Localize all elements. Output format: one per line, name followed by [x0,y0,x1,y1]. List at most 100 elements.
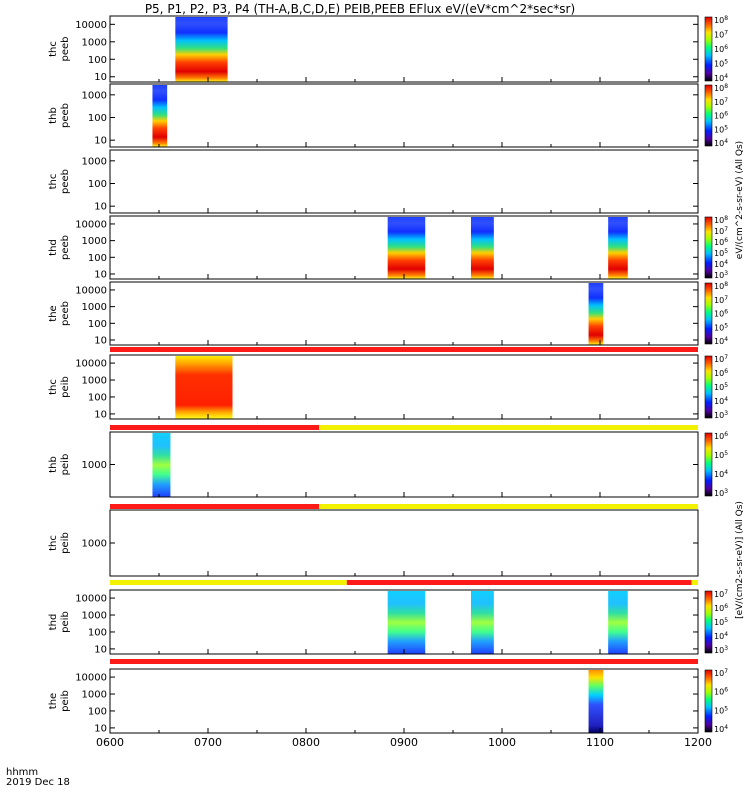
quality-flag-bar-2-1 [319,504,698,509]
colorbar-label-the-peeb: 106 [714,309,728,319]
ytick-label-thc-peeb: 10 [94,72,107,83]
colorbar-exponent: 5 [724,322,728,329]
ytick-label-thc-peib: 1000 [82,376,107,387]
colorbar-exponent: 3 [724,488,728,495]
spectrogram-block-the-peib-0 [588,670,604,733]
colorbar-exponent: 6 [724,111,728,118]
ytick-label-thb-peeb: 100 [88,113,107,124]
colorbar-thb-peeb [704,84,713,147]
colorbar-label-the-peib: 106 [714,687,728,697]
colorbar-label-the-peeb: 104 [714,336,728,346]
ytick-label-thc-peeb-2: 10 [94,202,107,213]
colorbar-label-thd-peib: 106 [714,603,728,613]
colorbar-label-the-peeb: 108 [714,281,728,291]
colorbar-label-thb-peib: 106 [714,431,728,441]
panel-label-probe: the [48,693,59,709]
colorbar-label-the-peib: 104 [714,724,728,734]
panel-label-product: peeb [60,37,71,62]
colorbar-label-thb-peeb: 108 [714,83,728,93]
spectrogram-block-thb-peib-0 [152,433,171,497]
colorbar-title-electron: eV/(cm^2-s-sr-eV) (All Qs) [735,141,745,259]
ytick-label-thd-peeb: 10 [94,269,107,280]
colorbar-label-thd-peeb: 104 [714,259,728,269]
ytick-label-thd-peib: 100 [88,627,107,638]
ytick-label-thc-peeb: 10000 [75,20,107,31]
colorbar-label-thc-peeb: 106 [714,44,728,54]
panel-label-thc-peeb-2: thc peeb [48,169,71,194]
colorbar-exponent: 5 [724,382,728,389]
panel-frame-thc-peib-2 [109,509,699,577]
xtick-label: 1100 [586,736,614,749]
colorbar-label-thd-peeb: 108 [714,215,728,225]
spectrogram-block-thd-peeb-0 [387,217,426,279]
panel-label-thc-peib-2: thc peib [48,532,71,554]
colorbar-exponent: 3 [724,410,728,417]
ytick-label-thd-peib: 1000 [82,611,107,622]
panel-label-product: peeb [60,235,71,260]
colorbar-exponent: 4 [724,73,728,80]
time-unit-label: hhmm [6,767,39,778]
spectrogram-block-thb-peeb-0 [152,85,168,147]
colorbar-label-thc-peib: 105 [714,382,728,392]
ytick-label-thc-peib: 100 [88,392,107,403]
quality-flag-bar-3-2 [691,580,698,585]
ytick-label-thc-peib: 10000 [75,359,107,370]
ytick-label-thb-peeb: 1000 [82,90,107,101]
colorbar-exponent: 8 [724,281,728,288]
ytick-label-thb-peib: 1000 [82,460,107,471]
panel-label-thd-peib: thd peib [48,611,71,633]
colorbar-exponent: 4 [724,469,728,476]
panel-label-thc-peib: thc peib [48,376,71,398]
ytick-label-the-peib: 10000 [75,673,107,684]
colorbar-exponent: 8 [724,83,728,90]
ytick-label-thc-peeb-2: 100 [88,179,107,190]
colorbar-label-thd-peeb: 106 [714,237,728,247]
panel-label-product: peib [60,611,71,633]
ytick-label-thc-peib: 10 [94,409,107,420]
colorbar-exponent: 6 [724,44,728,51]
colorbar-exponent: 6 [724,431,728,438]
colorbar-exponent: 7 [724,226,728,233]
colorbar-label-thb-peeb: 106 [714,111,728,121]
quality-flag-bar-3-1 [346,580,692,585]
quality-flag-bar-3-0 [110,580,347,585]
spectrogram-block-thd-peeb-2 [608,217,628,279]
colorbar-exponent: 7 [724,354,728,361]
panel-label-the-peeb: the peeb [48,301,71,326]
colorbar-exponent: 5 [724,59,728,66]
panel-label-probe: thd [48,239,59,256]
ytick-label-the-peeb: 100 [88,319,107,330]
ytick-label-the-peib: 100 [88,706,107,717]
panel-label-probe: thd [48,614,59,631]
colorbar-label-thb-peib: 105 [714,450,728,460]
panel-label-thb-peeb: thb peeb [48,103,71,128]
colorbar-label-thc-peib: 107 [714,354,728,364]
colorbar-exponent: 7 [724,30,728,37]
ytick-label-thc-peib-2: 1000 [82,539,107,550]
ytick-label-the-peib: 10 [94,723,107,734]
ytick-label-the-peeb: 1000 [82,302,107,313]
panel-label-product: peeb [60,169,71,194]
colorbar-exponent: 4 [724,336,728,343]
colorbar-exponent: 6 [724,237,728,244]
panel-frame-the-peib [109,668,699,734]
spectrogram-block-thd-peib-1 [470,591,494,654]
panel-label-probe: the [48,305,59,321]
colorbar-exponent: 8 [724,215,728,222]
colorbar-label-thd-peib: 105 [714,617,728,627]
spectrogram-block-thc-peib-0 [175,356,233,419]
colorbar-exponent: 4 [724,724,728,731]
panel-label-probe: thc [48,535,59,551]
panel-label-probe: thc [48,174,59,190]
date-label: 2019 Dec 18 [6,777,70,788]
colorbar-thb-peib [704,432,713,497]
colorbar-exponent: 7 [724,589,728,596]
colorbar-exponent: 7 [724,295,728,302]
xtick-label: 0600 [96,736,124,749]
colorbar-title-text: [eV/(cm2-s-sr-eV)] (All Qs) [735,501,745,619]
colorbar-exponent: 3 [724,645,728,652]
panel-label-thb-peib: thb peib [48,454,71,476]
spectrogram-block-thc-peeb-0 [175,17,228,82]
colorbar-label-thc-peeb: 107 [714,30,728,40]
colorbar-exponent: 8 [724,15,728,22]
